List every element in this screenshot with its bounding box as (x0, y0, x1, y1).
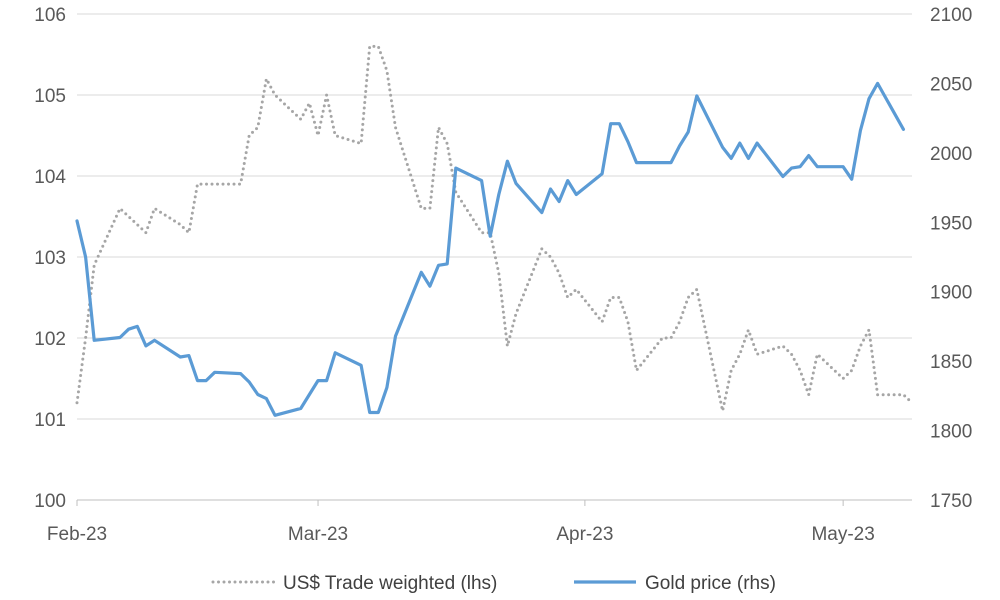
legend: US$ Trade weighted (lhs) Gold price (rhs) (211, 573, 776, 594)
legend-label: Gold price (rhs) (645, 573, 776, 594)
y-left-tick-label: 106 (34, 5, 66, 26)
series-line-gold-price (75, 81, 906, 417)
y-left-tick-label: 101 (34, 410, 66, 431)
x-tick-label: Mar-23 (288, 524, 348, 545)
legend-label: US$ Trade weighted (lhs) (283, 573, 497, 594)
y-right-tick-label: 1900 (930, 283, 972, 304)
x-tick-label: Feb-23 (47, 524, 107, 545)
y-right-tick-label: 2050 (930, 74, 972, 95)
y-left-tick-label: 105 (34, 86, 66, 107)
y-right-tick-label: 1950 (930, 213, 972, 234)
axes: 100 101 102 103 104 105 106 1750 1800 1850 1900 195… (34, 5, 972, 545)
y-right-tick-label: 2100 (930, 5, 972, 26)
series-line-us-trade-weighted (75, 44, 914, 413)
y-left-tick-label: 104 (34, 167, 66, 188)
series-lines (75, 44, 914, 417)
y-right-tick-label: 1800 (930, 422, 972, 443)
x-tick-label: Apr-23 (556, 524, 613, 545)
y-right-tick-label: 1750 (930, 491, 972, 512)
y-right-tick-label: 2000 (930, 144, 972, 165)
y-right-tick-label: 1850 (930, 352, 972, 373)
x-tick-label: May-23 (811, 524, 874, 545)
y-left-tick-label: 102 (34, 329, 66, 350)
y-left-tick-label: 103 (34, 248, 66, 269)
y-left-tick-label: 100 (34, 491, 66, 512)
